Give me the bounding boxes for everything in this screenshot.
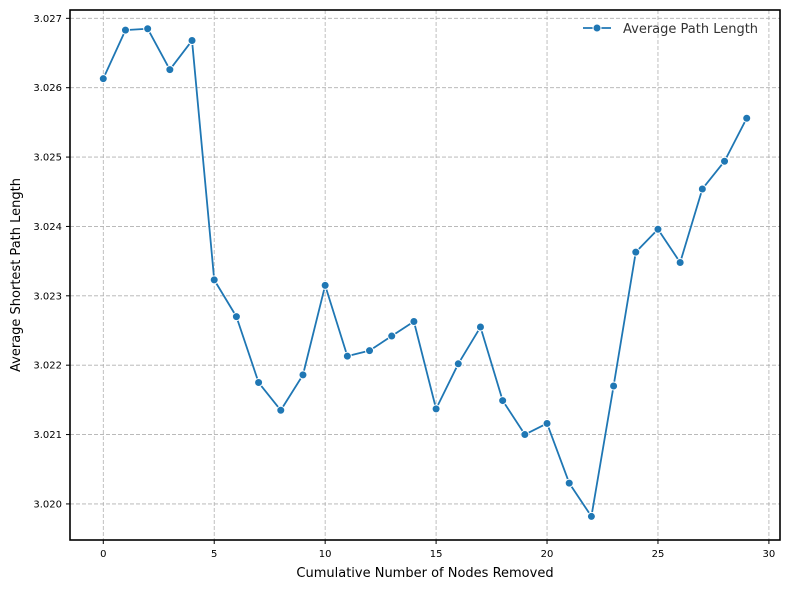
y-axis-label: Average Shortest Path Length	[9, 178, 24, 372]
data-point	[697, 184, 707, 194]
data-point	[120, 25, 130, 35]
y-tick-label: 3.023	[33, 291, 62, 302]
series-line	[102, 27, 748, 518]
data-point	[365, 346, 375, 356]
x-axis-label: Cumulative Number of Nodes Removed	[296, 566, 553, 581]
data-point	[520, 430, 530, 440]
data-point	[653, 224, 663, 234]
data-point	[231, 312, 241, 322]
x-tick-label: 10	[319, 549, 332, 560]
data-point	[298, 370, 308, 380]
y-tick-label: 3.022	[33, 361, 62, 372]
y-tick-label: 3.021	[33, 430, 62, 441]
legend-label: Average Path Length	[623, 22, 758, 37]
data-point	[143, 24, 153, 34]
data-point	[165, 65, 175, 75]
data-point	[187, 36, 197, 46]
y-tick-label: 3.026	[33, 83, 62, 94]
y-tick-label: 3.024	[33, 222, 62, 233]
data-point	[320, 280, 330, 290]
y-tick-label: 3.027	[33, 14, 62, 25]
data-point	[631, 247, 641, 257]
data-point	[498, 396, 508, 406]
x-tick-label: 15	[430, 549, 443, 560]
data-point	[409, 316, 419, 326]
data-point	[720, 156, 730, 166]
x-tick-label: 20	[541, 549, 554, 560]
data-point	[586, 511, 596, 521]
data-point	[453, 359, 463, 369]
data-point	[98, 74, 108, 84]
data-point	[609, 381, 619, 391]
data-point	[675, 258, 685, 268]
data-point	[254, 378, 264, 388]
data-point	[342, 351, 352, 361]
legend: Average Path Length	[583, 22, 758, 37]
data-point	[542, 418, 552, 428]
series-layer	[98, 24, 752, 521]
data-point	[475, 322, 485, 332]
legend-point-marker	[592, 23, 602, 33]
data-point	[564, 478, 574, 488]
data-point	[209, 275, 219, 285]
plot-frame	[69, 9, 781, 541]
data-point	[742, 113, 752, 123]
x-tick-label: 0	[100, 549, 106, 560]
data-point	[387, 331, 397, 341]
plot-background	[70, 10, 780, 540]
x-tick-label: 5	[211, 549, 217, 560]
data-point	[276, 405, 286, 415]
x-tick-label: 25	[652, 549, 665, 560]
x-tick-label: 30	[763, 549, 776, 560]
y-tick-label: 3.020	[33, 499, 62, 510]
y-tick-label: 3.025	[33, 153, 62, 164]
data-point	[431, 404, 441, 414]
